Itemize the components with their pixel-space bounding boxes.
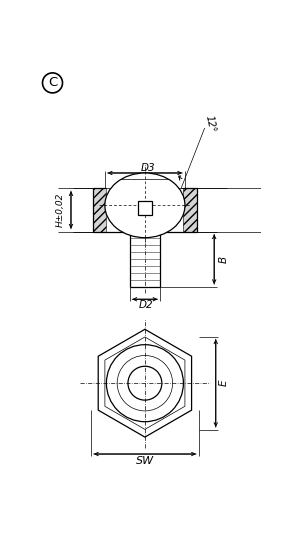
Text: D2: D2	[139, 300, 154, 310]
Bar	[93, 188, 107, 231]
Bar	[183, 188, 197, 231]
Bar	[93, 188, 107, 231]
Text: H±0,02: H±0,02	[56, 193, 65, 227]
Text: D3: D3	[141, 162, 155, 172]
Ellipse shape	[105, 173, 185, 237]
Bar	[183, 188, 197, 231]
Text: SW: SW	[136, 456, 154, 466]
Text: B: B	[219, 256, 228, 263]
Bar	[138, 201, 152, 215]
Text: 12°: 12°	[203, 115, 217, 134]
Text: E: E	[219, 380, 229, 386]
Text: C: C	[48, 76, 57, 90]
Polygon shape	[98, 329, 191, 437]
